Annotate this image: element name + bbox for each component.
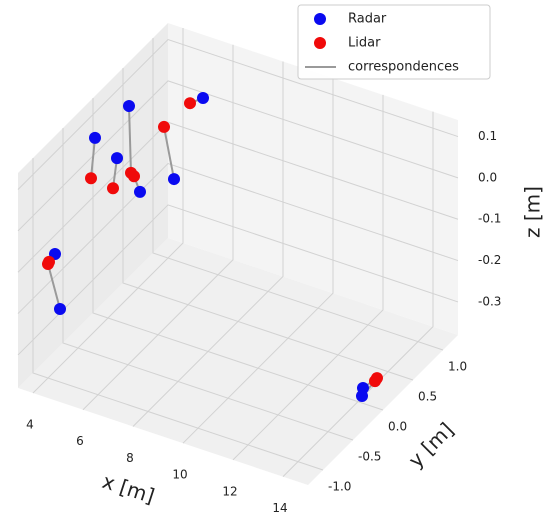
legend-text: correspondences — [348, 60, 459, 75]
legend: Radar Lidar correspondences — [297, 4, 491, 80]
y-tick-label: -1.0 — [328, 480, 351, 494]
point — [158, 120, 170, 133]
x-tick-label: 10 — [172, 468, 187, 482]
correspondence-line — [163, 126, 175, 180]
grid — [17, 28, 459, 477]
legend-text: Lidar — [348, 36, 381, 51]
grid-line — [282, 111, 434, 477]
legend-box — [297, 4, 491, 80]
point — [184, 97, 196, 110]
grid-line — [32, 28, 184, 394]
point — [54, 302, 66, 315]
point — [128, 170, 140, 183]
x-axis-label: x [m] — [99, 469, 157, 508]
y-tick-label: -0.5 — [358, 450, 381, 464]
grid-line — [17, 38, 459, 190]
x-tick-label: 14 — [272, 501, 287, 515]
y-tick-label: 1.0 — [448, 360, 467, 374]
point — [134, 185, 146, 198]
z-tick-label: 0.0 — [478, 170, 497, 184]
grid-line — [122, 68, 414, 381]
point — [107, 182, 119, 195]
correspondence-line — [128, 105, 132, 173]
point — [123, 100, 135, 113]
y-tick-label: 0.0 — [388, 420, 407, 434]
marks — [42, 92, 383, 402]
grid-line — [92, 98, 384, 411]
x-tick-label: 4 — [26, 418, 34, 432]
point — [89, 131, 101, 144]
z-tick-label: -0.1 — [478, 212, 501, 226]
grid-line — [82, 44, 234, 411]
y-axis-label: y [m] — [404, 418, 459, 473]
z-tick-label: -0.3 — [478, 294, 501, 308]
point — [197, 92, 209, 105]
pane-back — [168, 23, 458, 335]
grid-line — [232, 94, 384, 461]
grid-line — [152, 38, 444, 351]
correspondence-line — [90, 137, 96, 179]
point — [168, 173, 180, 186]
point — [42, 258, 54, 271]
grid-line — [62, 128, 354, 441]
z-tick-label: -0.2 — [478, 253, 501, 267]
grid-line — [182, 78, 334, 444]
x-tick-label: 8 — [126, 451, 134, 465]
grid-line — [32, 158, 324, 471]
grid-line — [17, 80, 459, 232]
point — [356, 389, 368, 402]
point — [111, 152, 123, 165]
labels: 4 6 8 10 12 14 -1.0 -0.5 0.0 0.5 1.0 -0.3 -0.2 -0.1 0.… — [26, 129, 501, 515]
grid-line — [17, 121, 459, 273]
legend-marker — [314, 13, 326, 25]
point — [369, 375, 381, 388]
z-tick-label: 0.1 — [478, 129, 497, 143]
legend-text: Radar — [348, 12, 387, 27]
grid-line — [17, 163, 459, 314]
legend-marker — [314, 37, 326, 49]
x-tick-label: 6 — [76, 434, 84, 448]
panes — [18, 23, 458, 485]
y-tick-label: 0.5 — [418, 390, 437, 404]
grid-line — [17, 204, 459, 356]
correspondence-line — [47, 263, 61, 310]
x-tick-label: 12 — [222, 484, 237, 498]
point — [85, 172, 97, 185]
grid-line — [132, 61, 284, 427]
z-axis-label: z [m] — [521, 186, 545, 238]
